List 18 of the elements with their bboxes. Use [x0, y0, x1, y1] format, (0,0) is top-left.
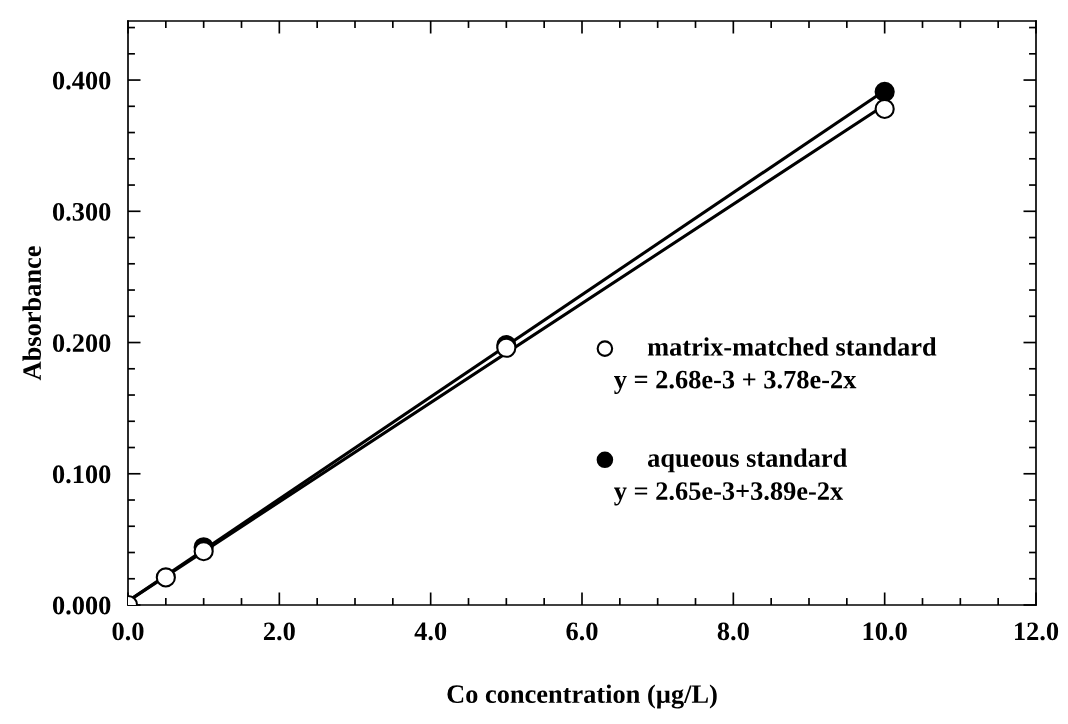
x-tick-label: 10.0 — [863, 622, 907, 641]
annotation: y = 2.65e-3+3.89e-2x — [614, 482, 844, 506]
y-tick-label: 0.400 — [52, 71, 111, 90]
y-axis-title: Absorbance — [22, 246, 42, 381]
y-tick-label: 0.300 — [52, 202, 111, 221]
legend-label: matrix-matched standard — [647, 337, 937, 356]
legend-label: aqueous standard — [647, 448, 848, 473]
y-tick-label: 0.100 — [52, 465, 111, 484]
x-tick-label: 2.0 — [263, 622, 295, 641]
x-tick-label: 6.0 — [566, 622, 598, 641]
annotation: y = 2.68e-3 + 3.78e-2x — [614, 370, 857, 394]
x-tick-label: 12.0 — [1015, 622, 1059, 641]
y-tick-label: 0.200 — [52, 334, 111, 353]
x-tick-label: 8.0 — [717, 622, 749, 641]
x-tick-label: 0.0 — [112, 622, 144, 641]
x-axis-title: Co concentration (µg/L) — [447, 684, 717, 709]
y-tick-label: 0.000 — [52, 596, 111, 615]
x-tick-label: 4.0 — [414, 622, 447, 641]
